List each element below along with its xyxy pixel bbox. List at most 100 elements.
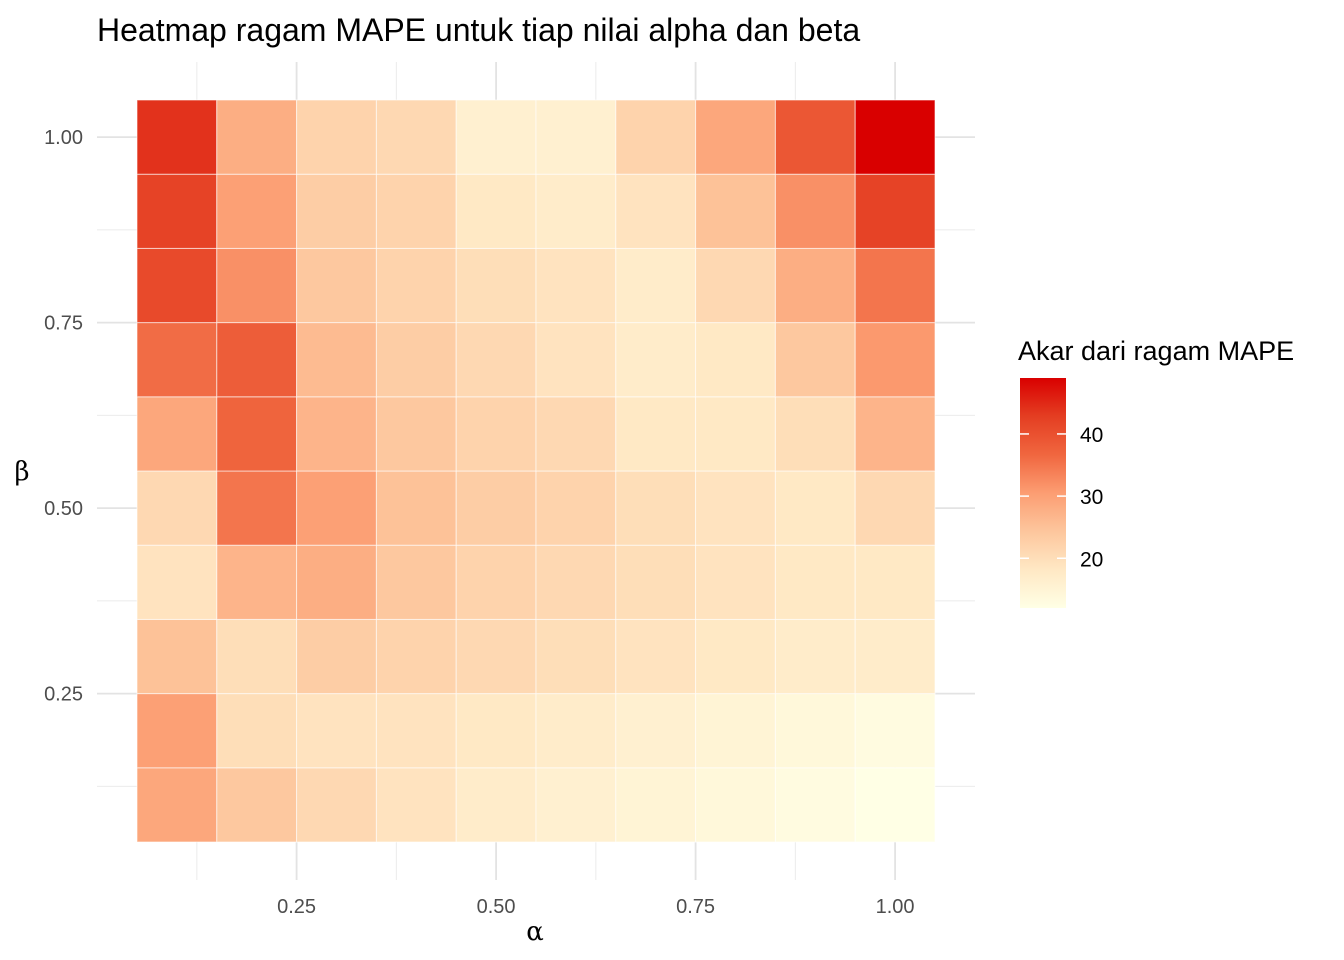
heatmap-cell bbox=[216, 693, 298, 769]
heatmap-cell bbox=[296, 470, 377, 546]
heatmap-cell bbox=[774, 618, 856, 695]
x-tick-label: 0.25 bbox=[277, 896, 316, 918]
heatmap-cell bbox=[854, 618, 936, 695]
heatmap-cell bbox=[854, 693, 936, 769]
heatmap-cell bbox=[136, 693, 218, 769]
heatmap-cell bbox=[774, 322, 856, 398]
heatmap-cell bbox=[695, 470, 776, 546]
heatmap-cells bbox=[136, 99, 936, 843]
x-axis-label: α bbox=[526, 917, 544, 947]
legend-title: Akar dari ragam MAPE bbox=[1018, 336, 1294, 366]
heatmap-cell bbox=[216, 544, 298, 620]
heatmap-cell bbox=[774, 470, 856, 546]
heatmap-cell bbox=[695, 693, 776, 769]
heatmap-cell bbox=[695, 99, 776, 175]
legend-tick-label: 30 bbox=[1080, 486, 1103, 509]
heatmap-cell bbox=[216, 396, 298, 472]
heatmap-cell bbox=[535, 470, 617, 546]
heatmap-cell bbox=[615, 99, 697, 175]
heatmap-cell bbox=[615, 693, 697, 769]
heatmap-cell bbox=[296, 173, 377, 249]
heatmap-cell bbox=[216, 470, 298, 546]
heatmap-cell bbox=[535, 173, 617, 249]
heatmap-cell bbox=[216, 322, 298, 398]
heatmap-cell bbox=[535, 247, 617, 324]
heatmap-cell bbox=[774, 544, 856, 620]
heatmap-cell bbox=[695, 767, 776, 843]
heatmap-cell bbox=[695, 544, 776, 620]
heatmap-cell bbox=[375, 470, 457, 546]
heatmap-cell bbox=[296, 322, 377, 398]
heatmap-cell bbox=[615, 618, 697, 695]
heatmap-cell bbox=[136, 618, 218, 695]
heatmap-cell bbox=[774, 693, 856, 769]
y-axis-label: β bbox=[14, 457, 29, 487]
heatmap-cell bbox=[535, 693, 617, 769]
chart-title: Heatmap ragam MAPE untuk tiap nilai alph… bbox=[97, 12, 860, 48]
heatmap-cell bbox=[535, 396, 617, 472]
y-axis-ticks: 0.25 0.50 0.75 1.00 bbox=[44, 127, 83, 706]
heatmap-cell bbox=[455, 322, 537, 398]
heatmap-cell bbox=[774, 247, 856, 324]
heatmap-cell bbox=[854, 544, 936, 620]
heatmap-cell bbox=[375, 322, 457, 398]
heatmap-cell bbox=[455, 544, 537, 620]
heatmap-cell bbox=[695, 247, 776, 324]
heatmap-cell bbox=[774, 173, 856, 249]
legend-tick-label: 40 bbox=[1080, 424, 1103, 447]
heatmap-cell bbox=[136, 247, 218, 324]
heatmap-cell bbox=[695, 396, 776, 472]
heatmap-cell bbox=[455, 247, 537, 324]
x-axis-ticks: 0.25 0.50 0.75 1.00 bbox=[277, 896, 914, 918]
heatmap-cell bbox=[615, 322, 697, 398]
heatmap-cell bbox=[695, 618, 776, 695]
heatmap-cell bbox=[136, 173, 218, 249]
legend-colorbar bbox=[1020, 378, 1066, 608]
heatmap-cell bbox=[854, 99, 936, 175]
heatmap-cell bbox=[216, 618, 298, 695]
heatmap-cell bbox=[615, 767, 697, 843]
heatmap-cell bbox=[375, 767, 457, 843]
heatmap-cell bbox=[136, 322, 218, 398]
x-tick-label: 0.75 bbox=[676, 896, 715, 918]
heatmap-cell bbox=[615, 247, 697, 324]
heatmap-cell bbox=[216, 767, 298, 843]
heatmap-cell bbox=[375, 544, 457, 620]
legend-tick-label: 20 bbox=[1080, 548, 1103, 571]
heatmap-cell bbox=[615, 173, 697, 249]
heatmap-cell bbox=[216, 247, 298, 324]
legend-ticks: 20 30 40 bbox=[1020, 424, 1103, 571]
heatmap-cell bbox=[136, 767, 218, 843]
heatmap-cell bbox=[136, 470, 218, 546]
heatmap-cell bbox=[455, 767, 537, 843]
heatmap-cell bbox=[455, 470, 537, 546]
x-tick-label: 0.50 bbox=[477, 896, 516, 918]
heatmap-cell bbox=[695, 173, 776, 249]
heatmap-cell bbox=[296, 693, 377, 769]
heatmap-cell bbox=[296, 247, 377, 324]
y-tick-label: 0.75 bbox=[44, 313, 83, 335]
heatmap-cell bbox=[615, 544, 697, 620]
heatmap-cell bbox=[535, 544, 617, 620]
heatmap-cell bbox=[296, 618, 377, 695]
heatmap-cell bbox=[455, 693, 537, 769]
heatmap-cell bbox=[615, 396, 697, 472]
heatmap-cell bbox=[854, 470, 936, 546]
heatmap-cell bbox=[375, 247, 457, 324]
y-tick-label: 0.25 bbox=[44, 684, 83, 706]
heatmap-cell bbox=[774, 99, 856, 175]
heatmap-cell bbox=[296, 396, 377, 472]
heatmap-cell bbox=[535, 322, 617, 398]
heatmap-cell bbox=[854, 173, 936, 249]
heatmap-cell bbox=[296, 99, 377, 175]
heatmap-cell bbox=[375, 693, 457, 769]
heatmap-cell bbox=[774, 767, 856, 843]
heatmap-cell bbox=[455, 618, 537, 695]
heatmap-cell bbox=[375, 618, 457, 695]
heatmap-cell bbox=[535, 618, 617, 695]
heatmap-cell bbox=[535, 99, 617, 175]
heatmap-cell bbox=[296, 767, 377, 843]
heatmap-cell bbox=[296, 544, 377, 620]
x-tick-label: 1.00 bbox=[876, 896, 915, 918]
